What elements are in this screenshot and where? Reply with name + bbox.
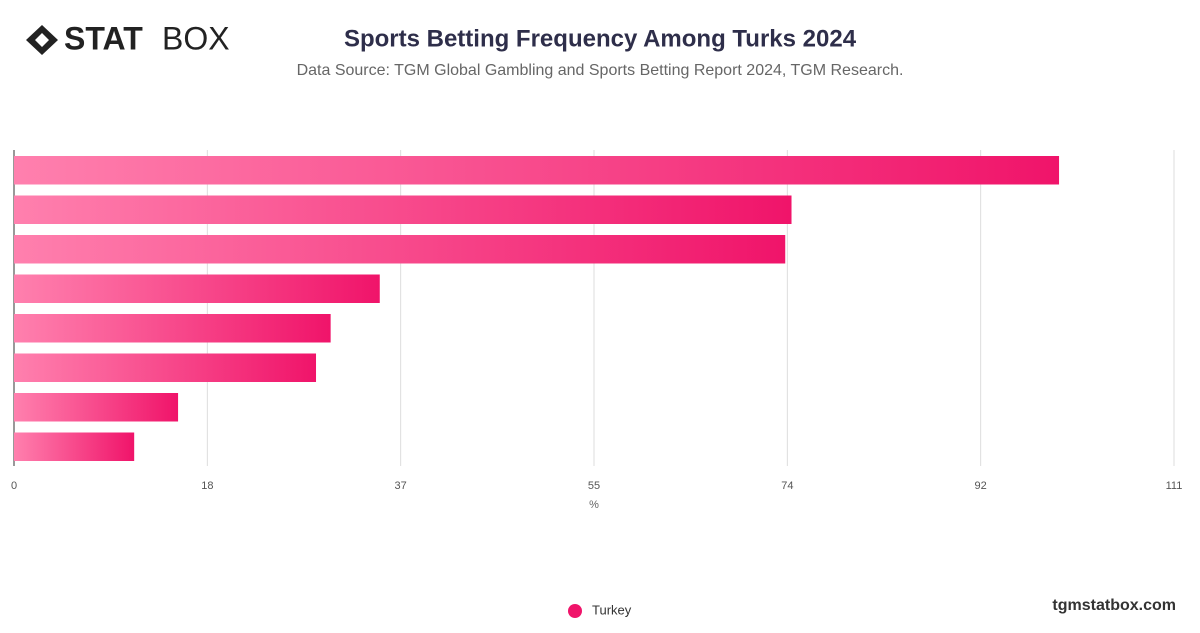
chart-subtitle: Data Source: TGM Global Gambling and Spo…: [297, 62, 904, 79]
x-tick-label: 37: [395, 480, 407, 492]
x-tick-label: 111: [1166, 480, 1183, 492]
x-tick-label: 0: [11, 480, 17, 492]
legend-marker: [568, 604, 582, 618]
bar: [14, 235, 786, 264]
legend-label: Turkey: [592, 602, 632, 617]
x-tick-label: 55: [588, 480, 600, 492]
logo-light: BOX: [162, 20, 230, 56]
x-tick-label: 92: [975, 480, 987, 492]
bar: [14, 195, 792, 224]
bar: [14, 314, 331, 343]
bar: [14, 353, 317, 382]
chart-title: Sports Betting Frequency Among Turks 202…: [344, 25, 857, 52]
logo-icon: [26, 25, 58, 55]
x-tick-label: 18: [201, 480, 213, 492]
bar: [14, 156, 1060, 185]
x-axis-label: %: [589, 499, 599, 511]
x-tick-label: 74: [781, 480, 793, 492]
logo-bold: STAT: [64, 20, 143, 56]
logo: STAT BOX: [26, 20, 230, 56]
bar: [14, 274, 380, 303]
footer: tgmstatbox.com: [1052, 597, 1176, 614]
bar: [14, 432, 135, 461]
bar: [14, 393, 179, 422]
